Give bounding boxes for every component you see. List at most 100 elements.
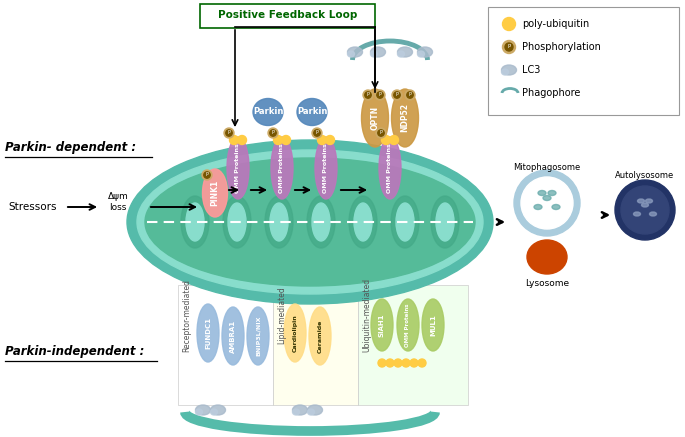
Text: AMBRA1: AMBRA1 (230, 319, 236, 353)
Text: Lipid-mediated: Lipid-mediated (277, 286, 286, 344)
FancyBboxPatch shape (178, 285, 273, 405)
Text: OMM Proteins: OMM Proteins (388, 143, 393, 193)
Ellipse shape (186, 203, 204, 241)
Ellipse shape (307, 196, 335, 248)
Text: Cardiolipin: Cardiolipin (292, 314, 297, 352)
Circle shape (375, 90, 385, 100)
Ellipse shape (527, 240, 567, 274)
Text: Phagophore: Phagophore (522, 88, 580, 98)
Ellipse shape (203, 169, 227, 217)
Ellipse shape (501, 69, 508, 75)
Circle shape (312, 128, 322, 138)
Ellipse shape (127, 140, 493, 304)
Circle shape (204, 172, 210, 178)
Text: MUL1: MUL1 (430, 314, 436, 336)
Circle shape (224, 128, 234, 138)
Text: P: P (408, 93, 412, 97)
Circle shape (268, 128, 278, 138)
Ellipse shape (197, 304, 219, 362)
Circle shape (325, 135, 334, 145)
Circle shape (521, 177, 573, 229)
Circle shape (318, 135, 327, 145)
Ellipse shape (371, 47, 386, 57)
Text: P: P (271, 131, 275, 135)
Ellipse shape (271, 137, 293, 199)
Ellipse shape (308, 409, 314, 415)
Ellipse shape (227, 137, 249, 199)
Circle shape (390, 135, 399, 145)
Text: Parkin: Parkin (253, 108, 283, 117)
Ellipse shape (210, 405, 225, 415)
Circle shape (386, 359, 394, 367)
Circle shape (418, 359, 426, 367)
Text: Stressors: Stressors (8, 202, 56, 212)
Circle shape (407, 92, 413, 98)
Ellipse shape (371, 299, 393, 351)
Circle shape (405, 90, 415, 100)
Ellipse shape (284, 304, 306, 362)
Text: OMM Proteins: OMM Proteins (406, 303, 410, 347)
Text: LC3: LC3 (522, 65, 540, 75)
Ellipse shape (228, 203, 246, 241)
Ellipse shape (137, 150, 483, 294)
Ellipse shape (371, 51, 377, 57)
Ellipse shape (223, 196, 251, 248)
Text: BNIP3L/NIX: BNIP3L/NIX (256, 316, 260, 356)
Ellipse shape (253, 98, 283, 125)
Ellipse shape (417, 47, 432, 57)
FancyBboxPatch shape (273, 285, 358, 405)
Text: OMM Proteins: OMM Proteins (279, 143, 284, 193)
Circle shape (394, 359, 402, 367)
Ellipse shape (634, 212, 640, 216)
Circle shape (392, 90, 402, 100)
Text: P: P (206, 173, 208, 177)
Ellipse shape (645, 199, 653, 203)
Ellipse shape (195, 405, 210, 415)
Text: Parkin- dependent :: Parkin- dependent : (5, 142, 136, 155)
Ellipse shape (396, 203, 414, 241)
Circle shape (314, 130, 320, 136)
Ellipse shape (270, 203, 288, 241)
Text: P: P (379, 131, 382, 135)
Ellipse shape (315, 137, 337, 199)
Text: PINK1: PINK1 (210, 180, 219, 206)
Text: P: P (366, 93, 369, 97)
Ellipse shape (312, 203, 330, 241)
Text: P: P (379, 93, 382, 97)
Ellipse shape (431, 196, 459, 248)
FancyBboxPatch shape (358, 285, 468, 405)
Text: P: P (227, 131, 230, 135)
Ellipse shape (181, 196, 209, 248)
Circle shape (615, 180, 675, 240)
Circle shape (363, 90, 373, 100)
Circle shape (505, 43, 513, 51)
Ellipse shape (638, 199, 645, 203)
Text: Positive Feedback Loop: Positive Feedback Loop (219, 10, 358, 21)
Circle shape (410, 359, 418, 367)
Ellipse shape (417, 51, 425, 57)
Circle shape (377, 92, 383, 98)
FancyBboxPatch shape (488, 7, 680, 114)
Text: FUNDC1: FUNDC1 (205, 317, 211, 349)
Ellipse shape (649, 212, 656, 216)
Text: OMM Proteins: OMM Proteins (323, 143, 329, 193)
Ellipse shape (247, 307, 269, 365)
Ellipse shape (538, 191, 546, 195)
Ellipse shape (222, 307, 244, 365)
Ellipse shape (543, 195, 551, 201)
Circle shape (382, 135, 390, 145)
Ellipse shape (422, 299, 444, 351)
Circle shape (378, 359, 386, 367)
Ellipse shape (297, 98, 327, 125)
Text: OMM Proteins: OMM Proteins (236, 143, 240, 193)
Ellipse shape (347, 51, 355, 57)
Text: poly-ubiquitin: poly-ubiquitin (522, 19, 589, 29)
Ellipse shape (379, 137, 401, 199)
Ellipse shape (501, 65, 516, 75)
Circle shape (238, 135, 247, 145)
Circle shape (503, 41, 516, 53)
Circle shape (378, 130, 384, 136)
Text: Mitophagosome: Mitophagosome (513, 163, 581, 173)
Circle shape (394, 92, 400, 98)
Ellipse shape (548, 191, 556, 195)
